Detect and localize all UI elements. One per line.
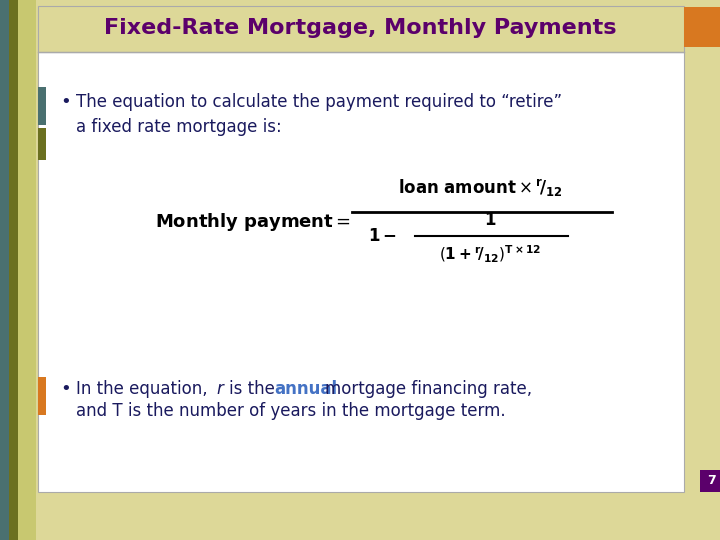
Bar [38,52,684,492]
Text: $\mathbf{1}$: $\mathbf{1}$ [484,211,496,229]
Text: and T is the number of years in the mortgage term.: and T is the number of years in the mort… [76,402,505,420]
Bar [700,470,720,492]
Text: $\mathbf{\left(1+{^r\!/_{12}}\right)^{T\times 12}}$: $\mathbf{\left(1+{^r\!/_{12}}\right)^{T\… [439,244,541,265]
Bar [0,0,9,540]
Bar [9,0,18,540]
Text: 7: 7 [706,475,716,488]
Text: $\mathbf{Monthly\ payment} =$: $\mathbf{Monthly\ payment} =$ [155,211,351,233]
Text: is the: is the [229,380,275,398]
Bar [684,7,720,47]
Text: Fixed-Rate Mortgage, Monthly Payments: Fixed-Rate Mortgage, Monthly Payments [104,18,616,38]
Bar [38,128,46,160]
Text: annual: annual [274,380,337,398]
Text: The equation to calculate the payment required to “retire”
a fixed rate mortgage: The equation to calculate the payment re… [76,93,562,136]
Bar [38,6,684,52]
Text: In the equation,: In the equation, [76,380,207,398]
Bar [18,0,36,540]
Bar [38,87,46,125]
Text: $\mathbf{1-}$: $\mathbf{1-}$ [368,227,397,245]
Text: •: • [60,93,71,111]
Text: •: • [60,380,71,398]
Text: mortgage financing rate,: mortgage financing rate, [325,380,532,398]
Bar [38,377,46,415]
Text: $r$: $r$ [216,380,225,398]
Text: $\mathbf{loan\ amount} \times \mathbf{^r\!/_{12}}$: $\mathbf{loan\ amount} \times \mathbf{^r… [397,177,562,199]
